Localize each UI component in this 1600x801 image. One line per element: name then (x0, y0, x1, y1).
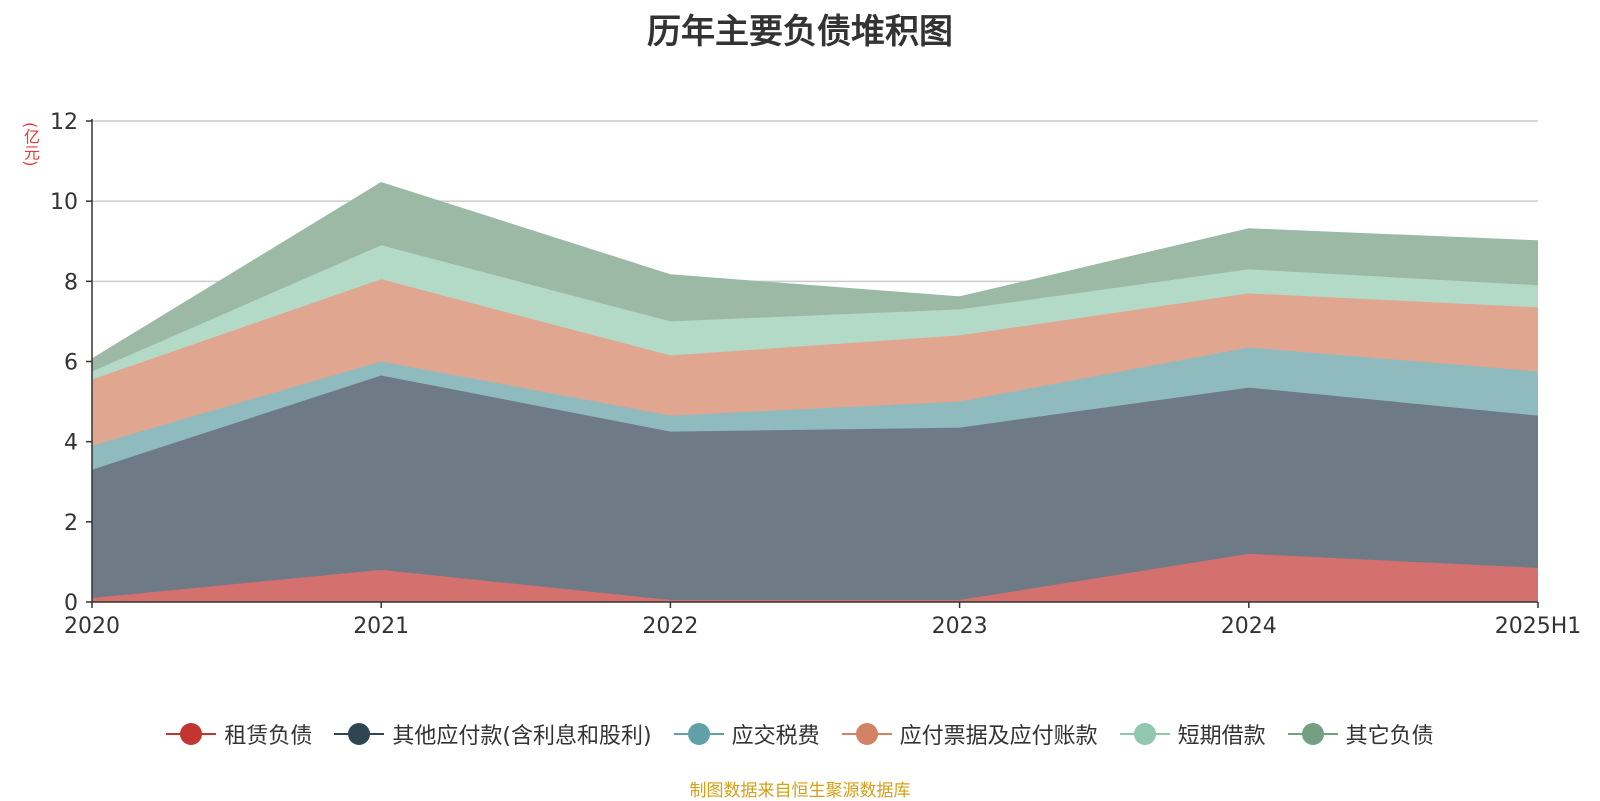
y-tick-label: 2 (64, 511, 78, 536)
legend-label: 短期借款 (1177, 724, 1266, 749)
legend-label: 其他应付款(含利息和股利) (392, 724, 652, 749)
source-note: 制图数据来自恒生聚源数据库 (689, 781, 911, 801)
legend-marker-icon (1119, 722, 1170, 746)
area-series (91, 182, 1539, 602)
legend-item[interactable]: 其它负债 (1287, 718, 1434, 750)
chart-title: 历年主要负债堆积图 (647, 12, 953, 52)
x-tick-label: 2022 (642, 614, 698, 639)
y-tick-label: 10 (50, 190, 78, 215)
legend: 租赁负债 其他应付款(含利息和股利) 应交税费 应付票据及应付账款 短期借款 其它负债 (0, 718, 1600, 750)
x-tick-label: 2021 (353, 614, 409, 639)
legend-label: 应交税费 (731, 724, 820, 749)
legend-item[interactable]: 租赁负债 (166, 718, 312, 750)
y-axis-unit-label: (亿元) (21, 122, 40, 167)
legend-marker-icon (334, 722, 385, 746)
y-tick-label: 12 (50, 110, 78, 135)
area-series-line-3 (91, 278, 1539, 381)
x-tick-label: 2024 (1221, 614, 1277, 639)
y-tick-label: 4 (64, 431, 78, 456)
axes: 0 2 4 6 8 10 12 2020 2021 2022 2023 2024 2025H1 (50, 110, 1581, 639)
legend-label: 应付票据及应付账款 (899, 724, 1098, 749)
legend-marker-icon (1287, 722, 1338, 746)
x-tick-label: 2020 (64, 614, 120, 639)
area-series-5 (92, 183, 1538, 372)
legend-item[interactable]: 其他应付款(含利息和股利) (334, 718, 652, 750)
legend-label: 租赁负债 (224, 724, 313, 749)
x-tick-label: 2025H1 (1495, 614, 1582, 639)
area-series-line-5 (91, 182, 1539, 361)
legend-marker-icon (841, 722, 892, 746)
y-tick-label: 6 (64, 351, 78, 376)
stacked-area-chart: 0 2 4 6 8 10 12 2020 2021 2022 2023 2024 2025H1 (50, 110, 1581, 639)
legend-marker-icon (166, 722, 217, 746)
legend-item[interactable]: 短期借款 (1119, 718, 1266, 750)
y-tick-label: 8 (64, 270, 78, 295)
legend-item[interactable]: 应付票据及应付账款 (841, 718, 1098, 750)
legend-marker-icon (673, 722, 724, 746)
area-series-3 (92, 279, 1538, 446)
legend-label: 其它负债 (1345, 724, 1434, 749)
legend-item[interactable]: 应交税费 (673, 718, 820, 750)
x-tick-label: 2023 (932, 614, 988, 639)
y-tick-label: 0 (64, 591, 78, 616)
area-series-4 (92, 245, 1538, 380)
area-series-1 (92, 375, 1538, 600)
